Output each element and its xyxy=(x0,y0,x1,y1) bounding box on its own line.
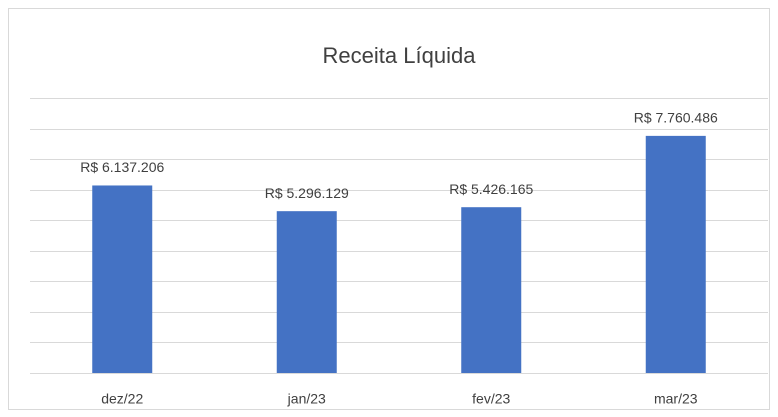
data-label: R$ 5.296.129 xyxy=(265,185,349,201)
x-tick-label: fev/23 xyxy=(472,391,510,407)
bar xyxy=(92,185,153,373)
data-label: R$ 5.426.165 xyxy=(449,181,533,197)
chart-title: Receita Líquida xyxy=(323,43,477,68)
bar xyxy=(276,211,337,373)
bar xyxy=(461,207,522,373)
data-label: R$ 7.760.486 xyxy=(634,110,718,126)
x-tick-label: mar/23 xyxy=(654,391,698,407)
data-label: R$ 6.137.206 xyxy=(80,159,164,175)
bar xyxy=(645,135,706,373)
x-tick-label: dez/22 xyxy=(101,391,143,407)
x-tick-label: jan/23 xyxy=(287,391,326,407)
